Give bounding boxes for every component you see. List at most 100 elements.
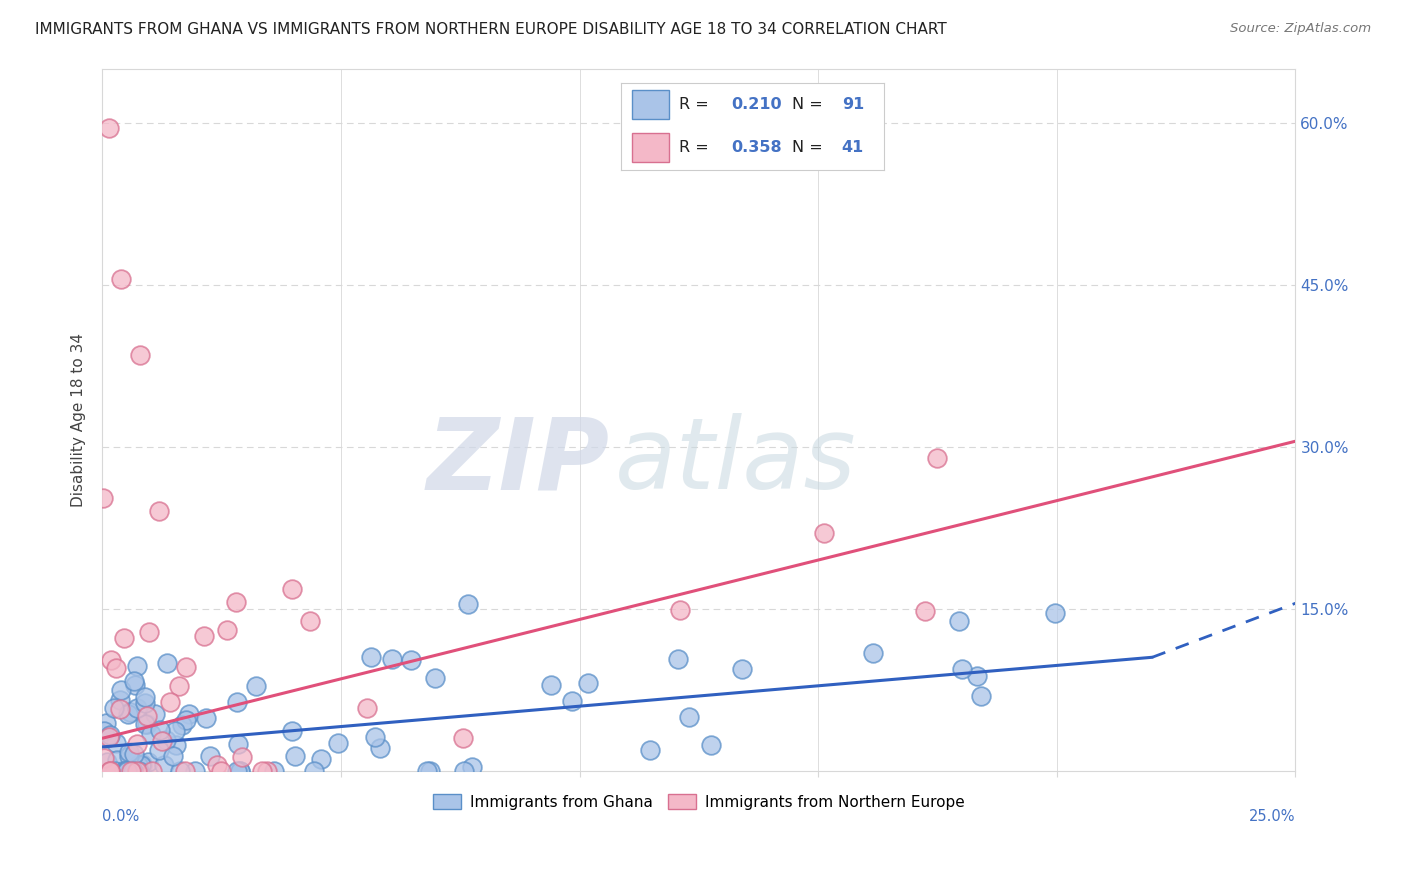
Point — [134, 690, 156, 704]
Point — [229, 764, 252, 778]
Point — [115, 764, 138, 778]
Point — [256, 764, 278, 778]
Point — [281, 723, 304, 738]
Point — [129, 348, 152, 362]
Point — [124, 678, 146, 692]
Point — [93, 750, 115, 764]
Point — [136, 755, 159, 769]
Point — [118, 745, 141, 759]
Point — [103, 701, 125, 715]
Point — [174, 660, 197, 674]
Point — [117, 706, 139, 721]
Point — [205, 757, 228, 772]
Point — [669, 603, 692, 617]
Point — [195, 711, 218, 725]
Point — [225, 595, 247, 609]
Point — [148, 743, 170, 757]
Point — [540, 678, 562, 692]
Point — [165, 739, 187, 753]
Point — [193, 629, 215, 643]
Point — [174, 764, 197, 778]
Point — [118, 748, 141, 763]
Point — [97, 764, 120, 778]
Point — [460, 760, 482, 774]
Point — [638, 742, 661, 756]
Point — [104, 764, 127, 778]
Point — [356, 700, 378, 714]
Point — [125, 701, 148, 715]
Point — [122, 747, 145, 761]
Point — [122, 674, 145, 689]
Point — [97, 730, 120, 744]
Point — [368, 741, 391, 756]
Point — [561, 694, 583, 708]
Point — [419, 764, 441, 778]
Point — [122, 764, 145, 778]
Point — [115, 763, 138, 777]
Point — [364, 730, 387, 744]
Point — [169, 764, 191, 778]
Point — [966, 669, 988, 683]
Point — [302, 764, 325, 778]
Point — [170, 717, 193, 731]
Text: IMMIGRANTS FROM GHANA VS IMMIGRANTS FROM NORTHERN EUROPE DISABILITY AGE 18 TO 34: IMMIGRANTS FROM GHANA VS IMMIGRANTS FROM… — [35, 22, 946, 37]
Y-axis label: Disability Age 18 to 34: Disability Age 18 to 34 — [72, 333, 86, 507]
Point — [200, 748, 222, 763]
Point — [127, 758, 149, 772]
Point — [284, 749, 307, 764]
Point — [98, 120, 121, 135]
Point — [950, 663, 973, 677]
Point — [425, 671, 447, 685]
Point — [970, 689, 993, 703]
Legend: Immigrants from Ghana, Immigrants from Northern Europe: Immigrants from Ghana, Immigrants from N… — [427, 788, 970, 815]
Point — [111, 764, 134, 778]
Point — [731, 662, 754, 676]
Point — [135, 717, 157, 731]
Point — [263, 764, 285, 778]
Point — [156, 656, 179, 670]
Point — [120, 764, 142, 778]
Point — [104, 736, 127, 750]
Point — [149, 723, 172, 737]
Point — [105, 661, 128, 675]
Text: 25.0%: 25.0% — [1249, 809, 1295, 824]
Point — [108, 701, 131, 715]
Point — [150, 734, 173, 748]
Point — [162, 749, 184, 764]
Point — [457, 597, 479, 611]
Point — [914, 604, 936, 618]
Point — [177, 706, 200, 721]
Text: atlas: atlas — [616, 413, 856, 510]
Point — [666, 652, 689, 666]
Point — [217, 623, 239, 637]
Point — [225, 764, 247, 778]
Point — [138, 625, 160, 640]
Point — [225, 695, 247, 709]
Point — [112, 764, 135, 778]
Point — [416, 764, 439, 778]
Point — [110, 682, 132, 697]
Point — [125, 737, 148, 751]
Point — [141, 764, 163, 778]
Point — [134, 696, 156, 710]
Point — [184, 764, 207, 778]
Point — [139, 727, 162, 741]
Point — [862, 647, 884, 661]
Point — [98, 764, 121, 778]
Point — [96, 755, 118, 769]
Point — [131, 757, 153, 772]
Point — [813, 525, 835, 540]
Point — [231, 750, 253, 764]
Point — [105, 753, 128, 767]
Point — [129, 758, 152, 772]
Text: ZIP: ZIP — [426, 413, 609, 510]
Point — [108, 692, 131, 706]
Point — [136, 708, 159, 723]
Point — [328, 736, 350, 750]
Text: Source: ZipAtlas.com: Source: ZipAtlas.com — [1230, 22, 1371, 36]
Point — [118, 705, 141, 719]
Point — [699, 738, 721, 752]
Point — [125, 764, 148, 778]
Point — [131, 759, 153, 773]
Point — [163, 723, 186, 738]
